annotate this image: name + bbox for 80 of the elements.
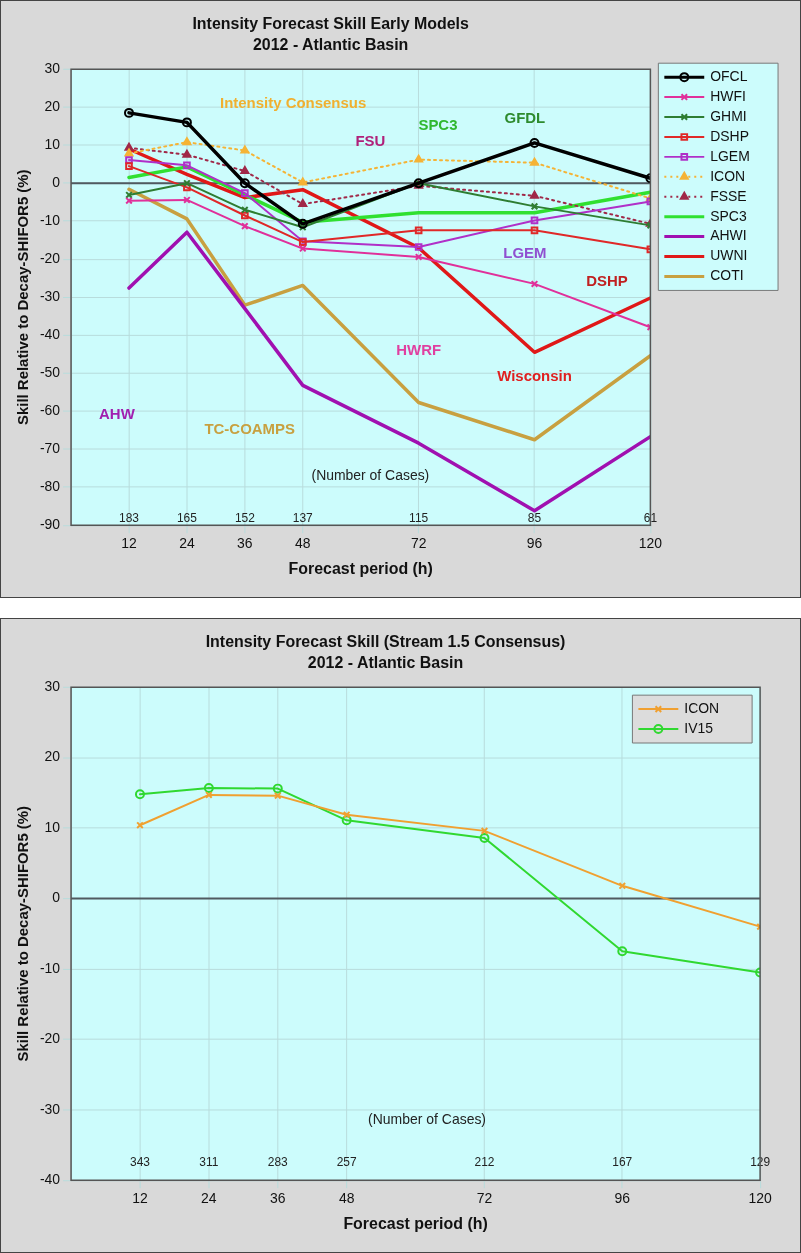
- legend-label: OFCL: [710, 68, 748, 84]
- x-tick-label: 36: [270, 1190, 286, 1207]
- annotation: 183: [119, 511, 140, 526]
- y-tick-label: -30: [39, 288, 61, 305]
- x-tick-label: 72: [476, 1190, 493, 1207]
- annotation: 167: [612, 1154, 633, 1169]
- y-tick-label: 30: [44, 678, 61, 695]
- annotation: AHW: [99, 405, 136, 423]
- chart-title: Intensity Forecast Skill Early Models: [192, 14, 470, 32]
- annotation: 165: [176, 511, 198, 526]
- x-tick-label: 96: [614, 1190, 631, 1207]
- annotation: 212: [474, 1154, 495, 1169]
- y-tick-label: 0: [52, 889, 61, 906]
- annotation: LGEM: [503, 243, 547, 261]
- annotation: 85: [527, 511, 542, 526]
- x-axis-title: Forecast period (h): [288, 559, 433, 577]
- x-axis-title: Forecast period (h): [343, 1214, 488, 1232]
- annotation: TC-COAMPS: [204, 420, 295, 438]
- x-tick-label: 120: [748, 1190, 772, 1207]
- annotation: 311: [199, 1154, 219, 1169]
- y-axis-title: Skill Relative to Decay-SHIFOR5 (%): [14, 169, 32, 425]
- x-tick-label: 48: [338, 1190, 355, 1207]
- annotation: 283: [267, 1154, 289, 1169]
- y-tick-label: 0: [52, 174, 61, 191]
- y-tick-label: -70: [39, 440, 61, 457]
- annotation: (Number of Cases): [311, 466, 430, 483]
- y-tick-label: -20: [39, 250, 61, 267]
- y-tick-label: 30: [44, 60, 61, 77]
- x-tick-label: 36: [237, 535, 253, 552]
- y-tick-label: 20: [44, 98, 61, 115]
- x-tick-label: 96: [526, 535, 543, 552]
- legend-label: UWNI: [710, 247, 748, 264]
- x-tick-label: 24: [179, 535, 195, 552]
- annotation: Intensity Consensus: [220, 93, 367, 111]
- y-tick-label: 10: [44, 136, 61, 153]
- legend-label: GHMI: [710, 107, 747, 124]
- x-tick-label: 48: [295, 535, 311, 552]
- legend-label: DSHP: [710, 127, 749, 144]
- y-tick-label: -30: [39, 1100, 61, 1117]
- x-tick-label: 12: [132, 1190, 148, 1207]
- chart-subtitle: 2012 - Atlantic Basin: [307, 654, 464, 672]
- annotation: Wisconsin: [497, 367, 572, 385]
- x-tick-label: 120: [638, 535, 663, 552]
- x-tick-label: 72: [410, 535, 427, 552]
- annotation: HWRF: [396, 340, 442, 358]
- y-tick-label: -20: [39, 1030, 61, 1047]
- annotation: GFDL: [504, 108, 546, 126]
- y-tick-label: -40: [39, 1171, 61, 1188]
- y-axis-title: Skill Relative to Decay-SHIFOR5 (%): [14, 805, 32, 1062]
- annotation: FSU: [355, 131, 386, 149]
- annotation: DSHP: [586, 272, 628, 290]
- y-tick-label: 10: [44, 818, 61, 835]
- y-tick-label: -40: [39, 326, 61, 343]
- legend-label: ICON: [710, 167, 746, 184]
- legend-label: ICON: [684, 699, 720, 716]
- y-tick-label: -10: [39, 959, 61, 976]
- y-tick-label: -50: [39, 364, 61, 381]
- annotation: 257: [336, 1154, 357, 1169]
- y-tick-label: -80: [39, 478, 61, 495]
- chart-title: Intensity Forecast Skill (Stream 1.5 Consensus): [205, 632, 566, 650]
- annotation: 343: [129, 1154, 151, 1169]
- chart-subtitle: 2012 - Atlantic Basin: [252, 36, 409, 54]
- annotation: 152: [234, 511, 256, 526]
- legend-label: SPC3: [710, 207, 747, 224]
- legend-label: COTI: [710, 267, 744, 284]
- y-tick-label: 20: [44, 748, 61, 765]
- x-tick-label: 12: [121, 535, 137, 552]
- x-tick-label: 24: [201, 1190, 217, 1207]
- y-tick-label: -90: [39, 516, 61, 533]
- legend-label: IV15: [684, 719, 714, 736]
- annotation: 115: [409, 511, 429, 526]
- legend-label: HWFI: [710, 87, 746, 104]
- legend-label: AHWI: [710, 227, 747, 244]
- legend-label: LGEM: [710, 147, 750, 164]
- annotation: 137: [292, 511, 314, 526]
- y-tick-label: -60: [39, 402, 61, 419]
- y-tick-label: -10: [39, 212, 61, 229]
- annotation: SPC3: [418, 116, 458, 134]
- legend-label: FSSE: [710, 187, 747, 204]
- annotation: (Number of Cases): [368, 1111, 487, 1128]
